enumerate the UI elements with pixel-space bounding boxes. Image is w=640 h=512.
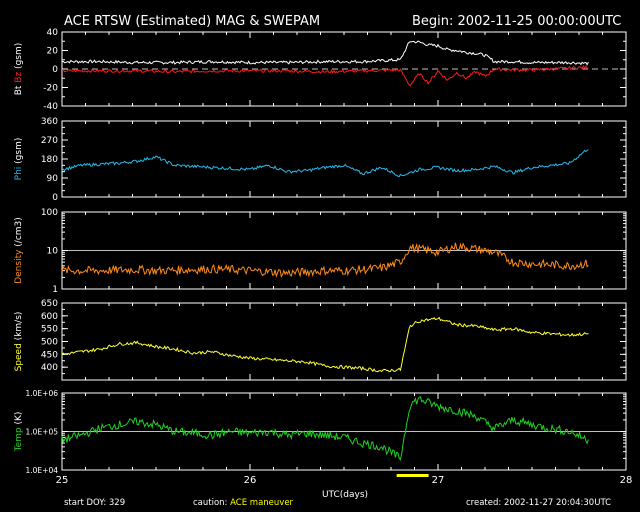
ylabel-mag: Bt Bz (gsm) <box>14 43 24 96</box>
ylabel-part: Phi <box>14 164 24 181</box>
ylabel-part: (/cm3) <box>14 217 24 247</box>
ytick-label-density: 1 <box>52 285 58 295</box>
series-speed <box>61 316 589 373</box>
ytick-label-density: 100 <box>41 208 58 218</box>
ytick-label-speed: 400 <box>41 363 58 373</box>
series-temp <box>61 396 589 461</box>
created-time: created: 2002-11-27 20:04:30UTC <box>466 498 612 508</box>
ytick-label-temp: 1.0E+05 <box>26 428 59 437</box>
ytick-label-mag: 0 <box>52 65 58 75</box>
ytick-label-phi: 90 <box>47 174 59 184</box>
ylabel-part: Density <box>14 247 24 284</box>
xtick-label: 26 <box>244 475 257 486</box>
series-density <box>61 242 589 278</box>
begin-time: Begin: 2002-11-25 00:00:00UTC <box>412 14 622 29</box>
series-bt <box>61 40 589 66</box>
ytick-label-speed: 600 <box>41 312 58 322</box>
ylabel-density: Density (/cm3) <box>14 217 24 284</box>
ytick-label-speed: 450 <box>41 350 58 360</box>
ytick-label-mag: 40 <box>47 28 59 38</box>
caution-value: ACE maneuver <box>230 498 294 508</box>
ytick-label-phi: 360 <box>41 117 58 127</box>
ytick-label-temp: 1.0E+06 <box>26 389 59 398</box>
start-doy: start DOY: 329 <box>64 498 126 508</box>
ylabel-part: (km/s) <box>14 312 24 341</box>
caution-bar <box>396 474 429 477</box>
ytick-label-mag: -20 <box>43 84 58 94</box>
ytick-label-mag: 20 <box>47 47 59 57</box>
ylabel-temp: Temp (K) <box>14 412 24 453</box>
caution-note: caution: ACE maneuver <box>193 498 293 508</box>
xtick-label: 25 <box>56 475 69 486</box>
ylabel-speed: Speed (km/s) <box>14 312 24 372</box>
ytick-label-speed: 500 <box>41 338 58 348</box>
x-axis-label: UTC(days) <box>322 490 368 500</box>
series-bz <box>61 64 589 87</box>
ytick-label-temp: 1.0E+04 <box>26 466 59 475</box>
xtick-label: 27 <box>432 475 445 486</box>
ylabel-part: Temp <box>14 425 24 453</box>
xtick-label: 28 <box>620 475 633 486</box>
series-phi <box>61 149 589 178</box>
ylabel-part: (gsm) <box>14 138 24 164</box>
ytick-label-phi: 180 <box>41 155 58 165</box>
ytick-label-mag: -40 <box>43 102 58 112</box>
ylabel-part: Bz <box>14 69 24 83</box>
ytick-label-speed: 550 <box>41 325 58 335</box>
ytick-label-speed: 650 <box>41 299 58 309</box>
ylabel-part: Bt <box>14 83 24 96</box>
ylabel-part: (K) <box>14 412 24 425</box>
chart-title: ACE RTSW (Estimated) MAG & SWEPAM <box>64 14 321 29</box>
ylabel-phi: Phi (gsm) <box>14 138 24 181</box>
ytick-label-density: 10 <box>47 247 59 257</box>
ytick-label-phi: 0 <box>52 193 58 203</box>
ylabel-part: (gsm) <box>14 43 24 69</box>
caution-label: caution: <box>193 498 228 508</box>
ylabel-part: Speed <box>14 340 24 371</box>
ytick-label-phi: 270 <box>41 136 58 146</box>
